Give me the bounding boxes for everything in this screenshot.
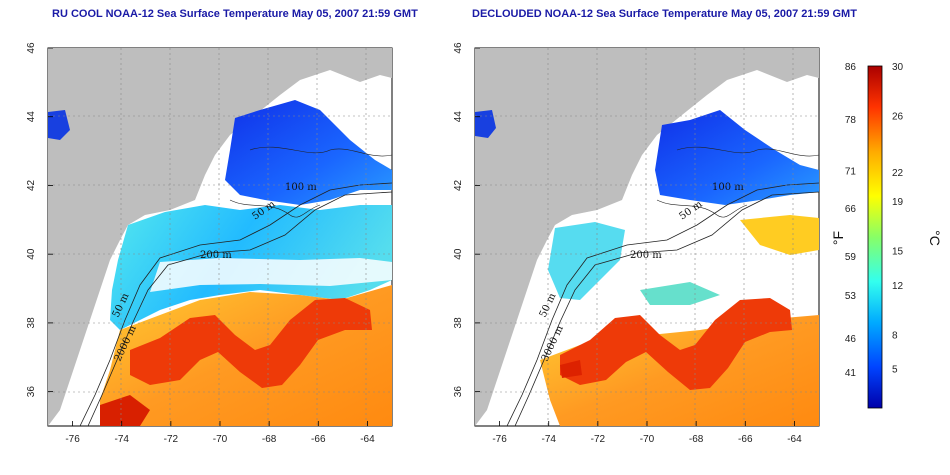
left-land (48, 48, 392, 426)
fahrenheit-tick-label: 66 (845, 204, 857, 215)
colorbar: 86 78 71 66 59 53 46 41 30 26 22 19 15 12 8 5 °F °C (830, 62, 943, 409)
left-lon-axis: -76 -74 -72 -70 -68 -66 -64 (65, 421, 375, 445)
fahrenheit-unit-label: °F (830, 231, 846, 245)
right-lon-tick-label: -72 (591, 434, 606, 445)
right-lat-tick-label: 44 (453, 111, 464, 123)
celsius-tick-label: 5 (892, 365, 898, 376)
right-lon-axis: -76 -74 -72 -70 -68 -66 -64 (492, 421, 802, 445)
left-lon-tick-label: -76 (65, 434, 80, 445)
right-lon-tick-label: -74 (541, 434, 556, 445)
celsius-tick-label: 15 (892, 247, 904, 258)
celsius-tick-label: 12 (892, 281, 904, 292)
right-lon-tick-label: -64 (787, 434, 802, 445)
left-gulf-stream (130, 298, 372, 388)
left-lon-tick-label: -72 (164, 434, 179, 445)
left-lat-tick-label: 46 (26, 42, 37, 54)
fahrenheit-tick-label: 46 (845, 334, 857, 345)
left-map: 100 m 50 m 200 m 50 m 2000 m -76 -74 -72 -7… (26, 42, 393, 445)
left-contour-label-200m: 200 m (200, 250, 232, 261)
fahrenheit-tick-label: 71 (845, 166, 857, 177)
right-shelf-water (548, 222, 625, 300)
right-land (475, 48, 819, 426)
left-cloud-band (150, 258, 392, 292)
right-lon-tick-label: -68 (689, 434, 704, 445)
right-grid (475, 48, 819, 426)
celsius-tick-label: 26 (892, 112, 904, 123)
left-cold-patch (48, 110, 70, 140)
right-warm-patch-north (740, 215, 819, 255)
right-map: 100 m 50 m 200 m 50 m 3000 m -76 -74 -72 -7… (453, 42, 820, 445)
right-hot-patch (560, 360, 582, 378)
right-cold-water (655, 110, 819, 205)
left-contour-label-100m: 100 m (285, 182, 317, 193)
right-lat-tick-label: 38 (453, 317, 464, 329)
celsius-tick-label: 19 (892, 197, 904, 208)
right-lon-tick-label: -66 (738, 434, 753, 445)
left-lon-tick-label: -64 (360, 434, 375, 445)
right-lat-tick-label: 40 (453, 248, 464, 260)
right-lat-tick-label: 36 (453, 386, 464, 398)
left-lon-tick-label: -66 (311, 434, 326, 445)
right-cold-patch (475, 110, 496, 138)
left-lat-tick-label: 36 (26, 386, 37, 398)
colorbar-fahrenheit-ticks: 86 78 71 66 59 53 46 41 (845, 62, 857, 379)
left-contours (79, 146, 392, 426)
right-lat-tick-label: 42 (453, 179, 464, 191)
fahrenheit-tick-label: 53 (845, 291, 857, 302)
right-contours (506, 146, 819, 426)
left-hot-patch (100, 395, 150, 426)
left-lon-tick-label: -68 (262, 434, 277, 445)
fahrenheit-tick-label: 86 (845, 62, 857, 73)
fahrenheit-tick-label: 41 (845, 368, 857, 379)
celsius-unit-label: °C (927, 230, 943, 246)
right-map-title: DECLOUDED NOAA-12 Sea Surface Temperatur… (472, 8, 857, 20)
left-lat-tick-label: 42 (26, 179, 37, 191)
right-gulf-stream (560, 298, 792, 390)
celsius-tick-label: 30 (892, 62, 904, 73)
left-lon-tick-label: -70 (213, 434, 228, 445)
left-lat-tick-label: 44 (26, 111, 37, 123)
left-lon-tick-label: -74 (114, 434, 129, 445)
colorbar-ramp (867, 65, 883, 409)
fahrenheit-tick-label: 78 (845, 115, 857, 126)
celsius-tick-label: 22 (892, 168, 904, 179)
right-shelf-patch (640, 282, 720, 305)
left-lat-tick-label: 40 (26, 248, 37, 260)
fahrenheit-tick-label: 59 (845, 252, 857, 263)
right-lon-tick-label: -76 (492, 434, 507, 445)
left-lat-tick-label: 38 (26, 317, 37, 329)
right-contour-label-100m: 100 m (712, 182, 744, 193)
left-map-title: RU COOL NOAA-12 Sea Surface Temperature … (52, 8, 418, 20)
right-lat-axis: 46 44 42 40 38 36 (453, 42, 480, 397)
left-lat-axis: 46 44 42 40 38 36 (26, 42, 53, 397)
celsius-tick-label: 8 (892, 330, 898, 341)
right-lat-tick-label: 46 (453, 42, 464, 54)
left-grid (48, 48, 392, 426)
right-lon-tick-label: -70 (640, 434, 655, 445)
colorbar-celsius-ticks: 30 26 22 19 15 12 8 5 (892, 62, 904, 376)
right-contour-label-200m: 200 m (630, 250, 662, 261)
